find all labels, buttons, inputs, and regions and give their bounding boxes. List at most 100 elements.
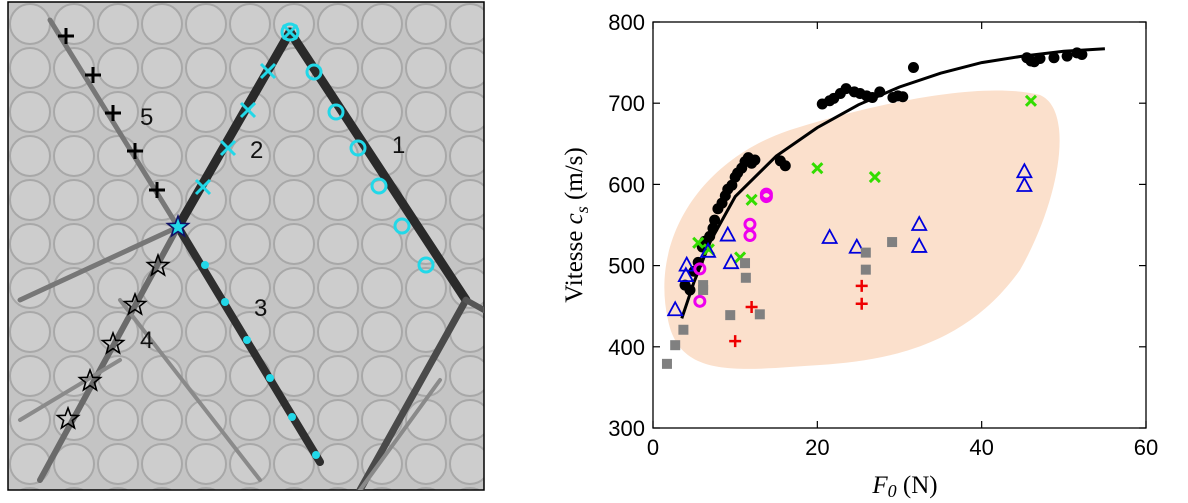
y-axis-label: Vitesse cs (m/s) <box>561 147 592 303</box>
data-point <box>754 309 765 320</box>
data-point <box>709 214 721 226</box>
x-tick-label: 40 <box>969 435 993 460</box>
chain-label: 1 <box>392 132 405 159</box>
data-point <box>745 193 758 206</box>
force-chain <box>358 378 442 490</box>
data-point <box>692 236 705 249</box>
data-point <box>1034 53 1046 65</box>
region-shading <box>664 90 1060 369</box>
plot <box>652 21 1147 429</box>
data-point <box>693 294 707 308</box>
data-point <box>887 237 898 248</box>
force-chain <box>356 296 470 490</box>
force-chain <box>18 358 122 422</box>
star-marker <box>145 252 171 277</box>
circle-marker <box>370 177 388 195</box>
plus-marker <box>105 105 121 121</box>
y-label-text: Vitesse <box>561 224 588 302</box>
data-point <box>693 262 707 276</box>
data-point <box>1024 94 1038 107</box>
dot-marker <box>221 298 229 306</box>
circle-marker <box>349 139 367 157</box>
data-point <box>868 171 881 184</box>
data-point <box>848 237 866 254</box>
data-point <box>670 340 681 351</box>
data-point <box>910 215 928 231</box>
x-marker <box>194 178 212 196</box>
force-chain <box>118 298 262 482</box>
data-point <box>722 253 740 270</box>
data-point <box>897 91 909 103</box>
data-point <box>1076 48 1088 60</box>
chain-label: 4 <box>140 327 153 354</box>
plus-marker <box>127 143 143 159</box>
data-point <box>749 154 761 166</box>
dot-marker <box>266 374 274 382</box>
x-label-var: F <box>871 472 888 499</box>
data-point <box>743 229 757 243</box>
plus-marker <box>85 67 101 83</box>
chain-label: 2 <box>250 137 263 164</box>
plus-marker <box>149 182 165 198</box>
x-label-sub: 0 <box>888 481 897 501</box>
chain-label: 3 <box>254 295 267 322</box>
data-point <box>779 160 791 172</box>
circle-marker <box>280 22 300 42</box>
circle-marker <box>305 63 323 81</box>
data-point <box>698 280 709 291</box>
x-axis-label: F0 (N) <box>871 472 937 501</box>
plot-frame <box>652 21 1147 429</box>
data-point <box>740 258 751 269</box>
force-chain <box>463 297 484 313</box>
y-tick-label: 400 <box>608 335 645 360</box>
dot-marker <box>201 261 209 269</box>
star-marker <box>122 291 148 316</box>
plus-marker <box>58 28 74 44</box>
data-point <box>907 61 919 73</box>
dot-marker <box>312 451 320 459</box>
force-chain <box>17 224 181 303</box>
circle-marker <box>327 103 345 121</box>
data-point <box>678 324 689 335</box>
data-point <box>719 225 737 242</box>
data-point <box>1061 50 1073 62</box>
y-tick-label: 500 <box>608 254 645 279</box>
data-point <box>666 300 684 317</box>
data-point <box>725 310 736 321</box>
data-point <box>811 162 824 175</box>
star-marker <box>55 405 81 430</box>
y-tick-label: 800 <box>608 10 645 35</box>
star-marker <box>77 367 103 392</box>
data-point <box>745 301 758 314</box>
y-tick-label: 300 <box>608 416 645 441</box>
x-tick-label: 20 <box>805 435 829 460</box>
dot-marker <box>243 336 251 344</box>
data-point <box>860 264 871 275</box>
force-chain <box>37 224 181 483</box>
data-point <box>855 297 868 310</box>
circle-marker <box>417 256 435 274</box>
data-point <box>677 266 695 283</box>
chain-label: 5 <box>140 104 153 131</box>
x-marker <box>259 62 277 80</box>
y-label-sub: s <box>572 206 592 213</box>
circle-marker <box>393 217 411 235</box>
x-marker <box>219 139 237 157</box>
y-label-unit: (m/s) <box>561 147 588 206</box>
dot-marker <box>288 413 296 421</box>
data-point <box>729 335 742 348</box>
x-tick-label: 0 <box>647 435 659 460</box>
x-label-unit: (N) <box>897 472 938 499</box>
data-point <box>910 237 928 253</box>
star-marker <box>100 330 126 355</box>
data-point <box>821 228 839 244</box>
x-marker <box>239 101 257 119</box>
x-tick-label: 60 <box>1134 435 1158 460</box>
photo-panel: 1 2 3 4 5 <box>7 1 485 491</box>
data-point <box>1048 52 1060 64</box>
data-point <box>1015 176 1033 192</box>
y-tick-label: 600 <box>608 172 645 197</box>
data-point <box>759 190 773 204</box>
data-point <box>740 272 751 283</box>
